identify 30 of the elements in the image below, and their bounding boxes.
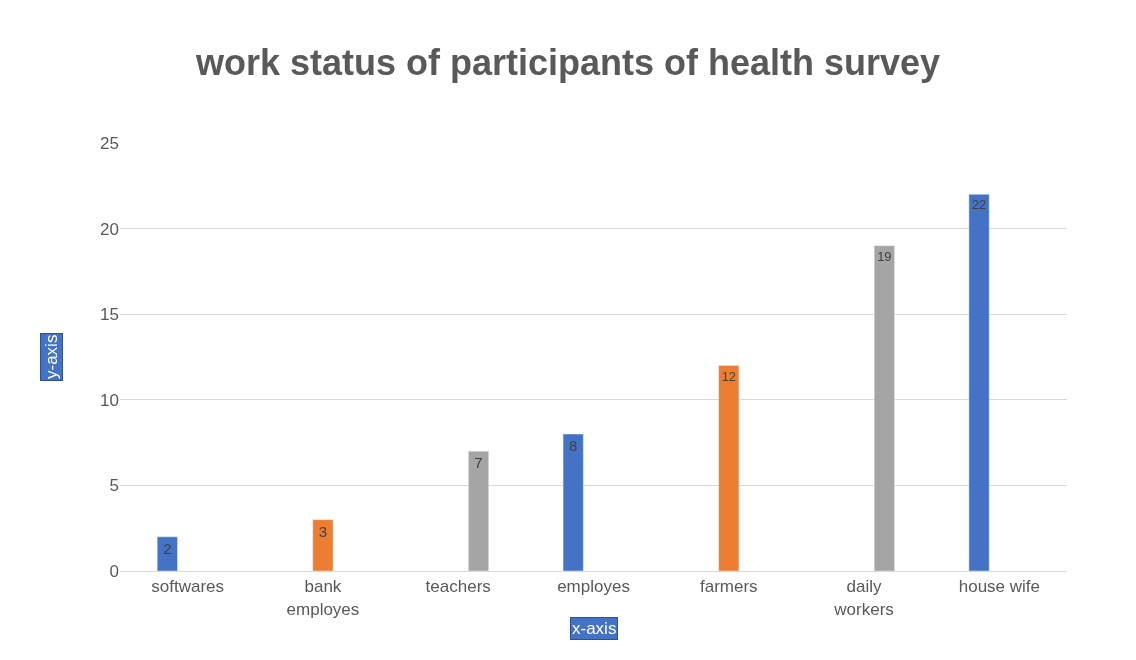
bar — [468, 450, 489, 571]
data-label: 8 — [569, 437, 578, 455]
data-label: 12 — [721, 368, 736, 384]
y-axis-title: y-axis — [42, 334, 62, 380]
y-tick-label: 25 — [100, 133, 119, 153]
x-tick-label: bank employes — [286, 577, 360, 619]
x-tick-label: farmers — [699, 577, 758, 597]
bar — [873, 245, 895, 571]
y-tick-label: 15 — [100, 305, 119, 325]
bar — [562, 433, 584, 571]
y-tick-label: 5 — [109, 476, 119, 496]
y-tick-label: 0 — [109, 561, 119, 581]
data-label: 3 — [318, 522, 328, 540]
y-tick-label: 10 — [100, 390, 119, 410]
data-label: 22 — [971, 197, 987, 213]
x-axis-title: x-axis — [572, 619, 617, 638]
data-label: 2 — [163, 539, 172, 557]
x-tick-label: house wife — [958, 577, 1040, 597]
data-label: 7 — [474, 454, 483, 472]
x-tick-label: daily workers — [833, 577, 894, 619]
bar — [156, 536, 178, 571]
data-label: 19 — [877, 248, 892, 264]
bar — [718, 365, 740, 571]
chart-title: work status of participants of health survey — [194, 42, 941, 84]
x-tick-label: teachers — [425, 577, 491, 597]
x-tick-label: softwares — [151, 577, 225, 597]
y-tick-label: 20 — [100, 219, 119, 239]
x-tick-label: employes — [557, 577, 630, 597]
bar — [968, 194, 990, 571]
bar — [312, 519, 334, 571]
